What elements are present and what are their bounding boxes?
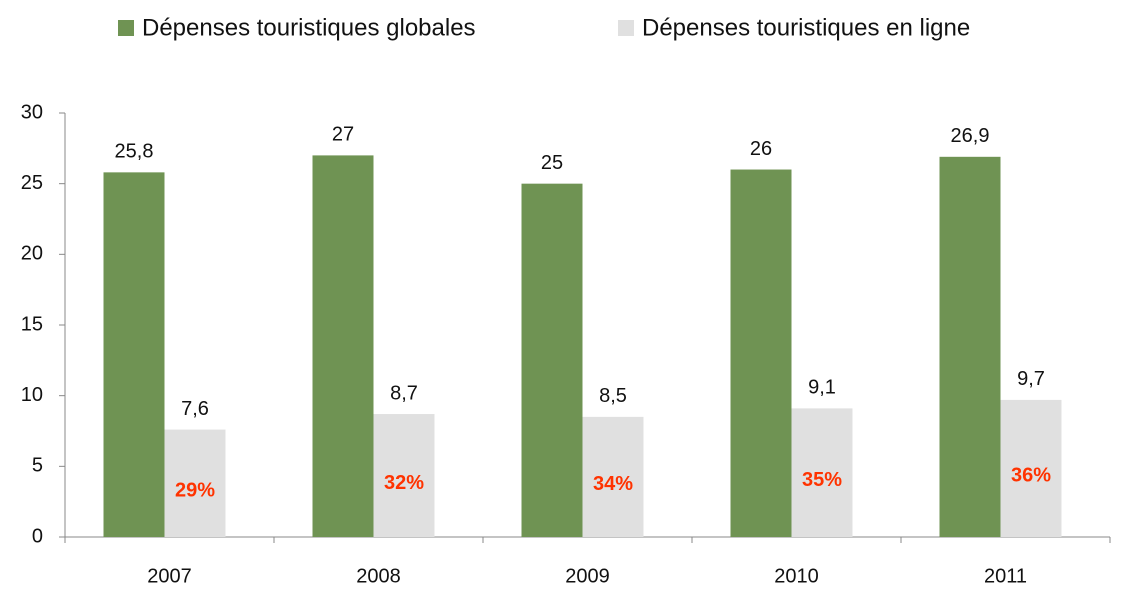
share-label: 34% — [593, 473, 633, 495]
legend-label: Dépenses touristiques en ligne — [642, 14, 970, 41]
data-label: 26,9 — [951, 125, 990, 147]
bar — [103, 172, 165, 538]
data-label: 25 — [541, 152, 563, 174]
legend-label: Dépenses touristiques globales — [142, 14, 476, 41]
bar — [312, 155, 374, 537]
x-tick-label: 2011 — [984, 565, 1027, 587]
bar — [939, 156, 1001, 537]
data-label: 27 — [332, 124, 354, 146]
data-label: 26 — [750, 138, 772, 160]
data-label: 8,5 — [599, 385, 627, 407]
data-label: 7,6 — [181, 398, 209, 420]
bar — [164, 429, 226, 537]
y-tick-label: 30 — [21, 101, 43, 123]
bar — [791, 408, 853, 537]
y-tick-label: 0 — [32, 525, 43, 547]
y-tick-label: 5 — [32, 455, 43, 477]
data-label: 8,7 — [390, 382, 418, 404]
legend-swatch — [618, 20, 634, 36]
y-tick-label: 20 — [21, 243, 43, 265]
y-tick-label: 10 — [21, 384, 43, 406]
x-tick-label: 2009 — [565, 565, 610, 587]
x-tick-label: 2008 — [356, 565, 401, 587]
bar — [730, 169, 792, 538]
x-tick-label: 2007 — [147, 565, 192, 587]
share-label: 32% — [384, 472, 424, 494]
bar — [582, 416, 644, 537]
data-label: 9,7 — [1017, 368, 1045, 390]
share-label: 29% — [175, 480, 215, 502]
y-tick-label: 25 — [21, 172, 43, 194]
y-tick-label: 15 — [21, 313, 43, 335]
bar — [521, 183, 583, 537]
share-label: 36% — [1011, 465, 1051, 487]
bar — [373, 414, 435, 537]
data-label: 25,8 — [115, 141, 154, 163]
share-label: 35% — [802, 469, 842, 491]
data-label: 9,1 — [808, 377, 836, 399]
bar — [1000, 399, 1062, 537]
legend-swatch — [118, 20, 134, 36]
x-tick-label: 2010 — [774, 565, 819, 587]
